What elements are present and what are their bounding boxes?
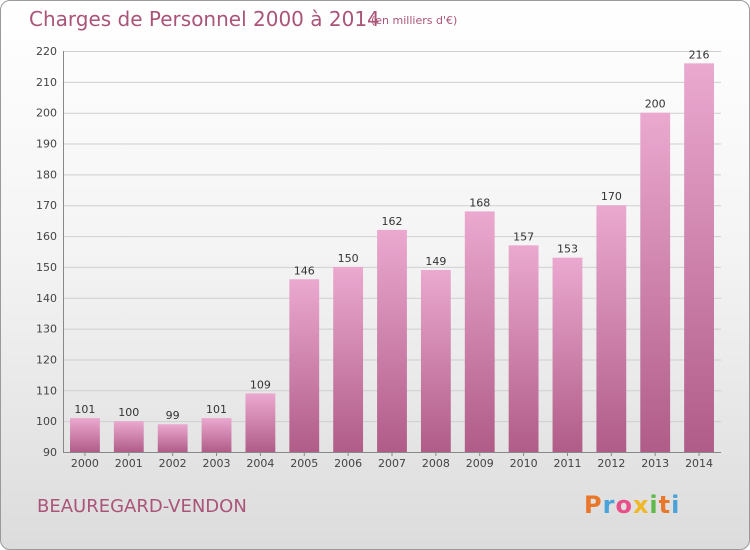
bar-2014 [684, 63, 714, 452]
y-tick-label: 160 [36, 230, 57, 243]
bar-2009 [464, 211, 495, 452]
proxiti-logo: Proxiti [584, 491, 680, 519]
x-tick-label: 2012 [597, 457, 625, 470]
value-label: 99 [166, 409, 180, 422]
value-label: 101 [74, 403, 95, 416]
bar-2007 [377, 229, 407, 452]
bars: 101 100 99 101 109 146 150 162 149 168 157 153 170 20… [70, 48, 714, 452]
y-tick-label: 190 [36, 138, 57, 151]
x-tick-label: 2002 [159, 457, 187, 470]
x-tick-label: 2006 [334, 457, 362, 470]
axes: 90 100 110 120 130 140 150 160 170 180 190 200 210 22… [36, 45, 721, 470]
x-tick-label: 2008 [422, 457, 450, 470]
logo-letter: P [584, 491, 603, 519]
x-tick-label: 2014 [685, 457, 713, 470]
value-label: 216 [689, 48, 710, 61]
y-tick-label: 120 [36, 353, 57, 366]
bar-2002 [157, 424, 188, 452]
value-label: 150 [338, 252, 359, 265]
value-label: 168 [469, 196, 490, 209]
value-label: 162 [382, 215, 403, 228]
x-tick-label: 2000 [71, 457, 99, 470]
value-label: 109 [250, 378, 271, 391]
value-label: 153 [557, 243, 578, 256]
value-label: 100 [118, 406, 139, 419]
value-label: 157 [513, 230, 534, 243]
y-tick-label: 170 [36, 199, 57, 212]
chart-subtitle: (en milliers d'€) [371, 14, 458, 27]
logo-letter: o [615, 491, 633, 519]
value-label: 146 [294, 264, 315, 277]
bar-2001 [113, 421, 144, 452]
x-tick-label: 2001 [115, 457, 143, 470]
bar-2011 [552, 257, 583, 452]
y-tick-label: 150 [36, 261, 57, 274]
x-tick-label: 2013 [641, 457, 669, 470]
logo-letter: t [658, 491, 672, 519]
logo-letter: x [632, 491, 650, 519]
bar-2005 [289, 279, 320, 452]
x-tick-label: 2003 [203, 457, 231, 470]
logo-letter: r [602, 491, 616, 519]
y-tick-label: 100 [36, 415, 57, 428]
x-tick-label: 2010 [510, 457, 538, 470]
y-tick-label: 200 [36, 107, 57, 120]
chart-title: Charges de Personnel 2000 à 2014 [29, 7, 380, 31]
x-tick-label: 2009 [466, 457, 494, 470]
y-tick-label: 220 [36, 45, 57, 58]
logo-letter: i [671, 491, 681, 519]
bar-2010 [508, 245, 539, 452]
value-label: 149 [425, 255, 446, 268]
commune-name: BEAUREGARD-VENDON [37, 496, 247, 517]
x-tick-label: 2004 [246, 457, 274, 470]
bar-2004 [245, 393, 276, 452]
logo-letter: i [649, 491, 659, 519]
bar-2013 [640, 112, 671, 452]
bar-2003 [201, 418, 232, 452]
y-tick-label: 90 [43, 446, 57, 459]
y-tick-label: 130 [36, 323, 57, 336]
value-label: 170 [601, 190, 622, 203]
value-label: 101 [206, 403, 227, 416]
x-tick-label: 2005 [290, 457, 318, 470]
x-tick-label: 2007 [378, 457, 406, 470]
y-tick-label: 180 [36, 168, 57, 181]
y-tick-label: 140 [36, 292, 57, 305]
x-tick-label: 2011 [553, 457, 581, 470]
y-tick-label: 110 [36, 384, 57, 397]
bar-2006 [333, 266, 364, 452]
y-tick-label: 210 [36, 76, 57, 89]
bar-2012 [596, 205, 627, 452]
bar-2000 [70, 418, 100, 452]
bar-2008 [420, 270, 451, 452]
value-label: 200 [645, 98, 666, 111]
